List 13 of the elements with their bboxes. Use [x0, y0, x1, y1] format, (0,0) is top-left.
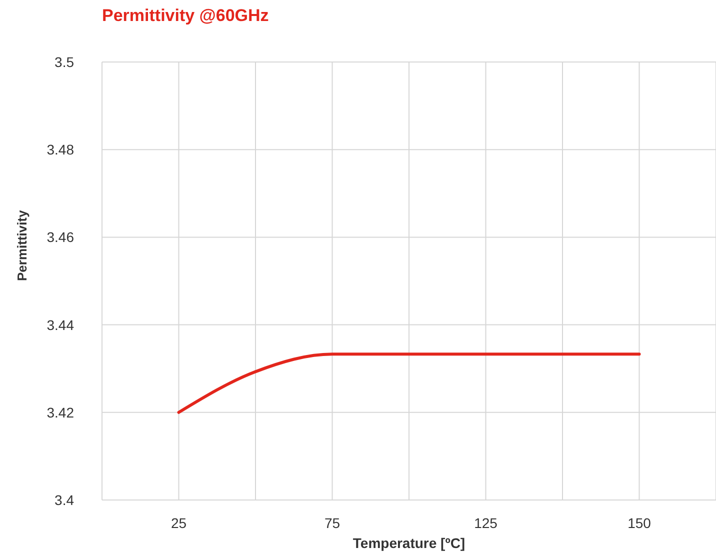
x-axis-title: Temperature [ºC]: [352, 535, 466, 551]
chart-title: Permittivity @60GHz: [102, 6, 269, 26]
x-tick-label: 150: [628, 514, 652, 531]
y-tick-label: 3.42: [46, 404, 74, 420]
x-tick-label: 75: [324, 514, 340, 531]
y-tick-label: 3.4: [54, 492, 74, 508]
x-tick-label: 25: [170, 514, 187, 531]
y-tick-label: 3.5: [54, 54, 74, 70]
y-axis-title: Permittivity: [14, 209, 30, 281]
y-tick-label: 3.46: [46, 229, 74, 246]
y-tick-label: 3.48: [46, 142, 74, 158]
x-tick-label: 125: [474, 514, 498, 531]
y-tick-label: 3.44: [46, 316, 74, 333]
